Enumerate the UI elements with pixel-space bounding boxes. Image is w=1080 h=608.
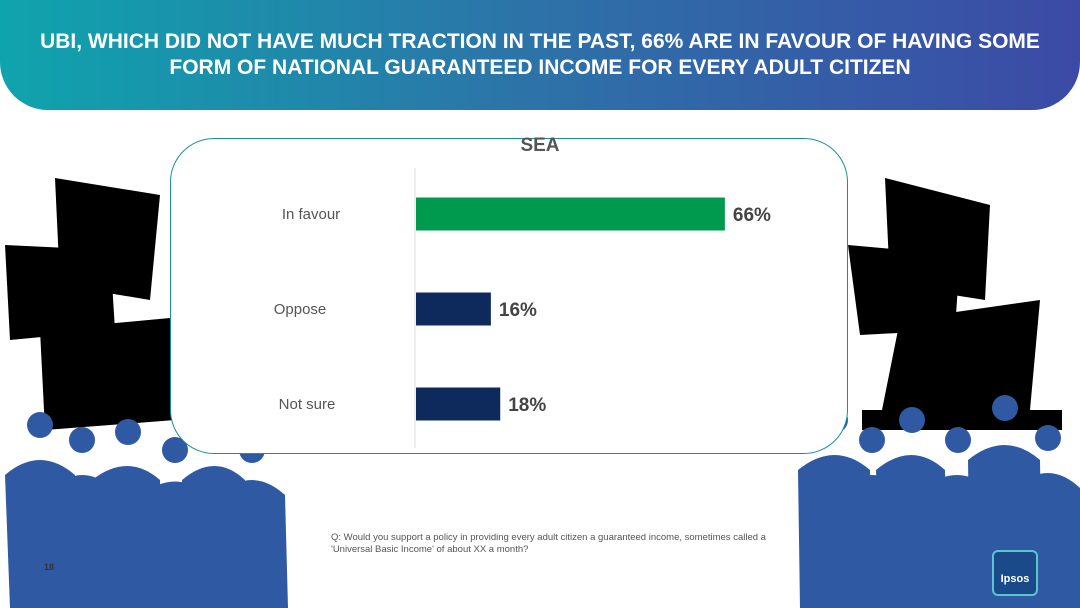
value-label: 18% — [508, 395, 546, 416]
chart-title: SEA — [520, 135, 560, 156]
category-label: In favour — [282, 206, 340, 223]
category-label: Not sure — [279, 396, 336, 413]
footer: 18 — [44, 562, 54, 572]
page-title: UBI, WHICH DID NOT HAVE MUCH TRACTION IN… — [40, 30, 1040, 79]
bar-in-favour — [416, 197, 725, 231]
header-banner: UBI, WHICH DID NOT HAVE MUCH TRACTION IN… — [0, 0, 1080, 110]
page-number: 18 — [44, 562, 55, 572]
flag-left-icon — [5, 178, 175, 430]
ipsos-logo: Ipsos — [994, 552, 1036, 594]
value-label: 16% — [499, 300, 537, 321]
bar-not-sure — [416, 387, 501, 421]
survey-question: Q: Would you support a policy in providi… — [331, 532, 766, 555]
chart-card — [170, 138, 848, 454]
category-label: Oppose — [274, 301, 327, 318]
value-label: 66% — [733, 205, 771, 226]
logo-text: Ipsos — [1000, 573, 1030, 585]
people-left-icon — [5, 412, 288, 608]
bar-oppose — [416, 292, 491, 326]
